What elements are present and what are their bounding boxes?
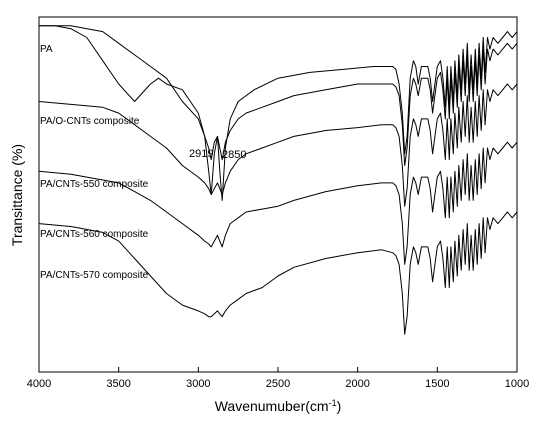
y-axis-label: Transittance (%) bbox=[9, 144, 25, 246]
series-label-1: PA bbox=[40, 44, 53, 55]
series-label-5: PA/CNTs-570 composite bbox=[40, 270, 149, 281]
x-axis-label: Wavenumuber(cm-1) bbox=[215, 398, 342, 414]
series-line-4 bbox=[38, 141, 518, 265]
x-tick-label: 2500 bbox=[266, 378, 290, 390]
x-tick-label: 3000 bbox=[186, 378, 210, 390]
series-label-2: PA/O-CNTs composite bbox=[40, 116, 140, 127]
series-line-5 bbox=[38, 211, 518, 335]
series-label-4: PA/CNTs-560 composite bbox=[40, 229, 149, 240]
x-tick-label: 1000 bbox=[505, 378, 529, 390]
series-line-3 bbox=[38, 83, 518, 207]
series-line-2 bbox=[39, 25, 518, 166]
x-tick-layer: 4000 3500 3000 2500 2000 1500 1000 bbox=[27, 367, 529, 390]
annotation-2919: 2919 bbox=[189, 148, 213, 160]
series-label-3: PA/CNTs-550 composite bbox=[40, 179, 149, 190]
x-tick-label: 2000 bbox=[345, 378, 369, 390]
series-line-1 bbox=[39, 25, 518, 201]
x-axis-label-main: Wavenumuber(cm bbox=[215, 398, 329, 414]
x-axis-label-close: ) bbox=[337, 398, 342, 414]
annotation-2850: 2850 bbox=[222, 149, 246, 161]
series-layer bbox=[38, 25, 518, 335]
x-tick-label: 3500 bbox=[106, 378, 130, 390]
series-label-layer: PA PA/O-CNTs composite PA/CNTs-550 composi… bbox=[40, 44, 149, 281]
x-axis-label-superscript: -1 bbox=[329, 398, 337, 408]
x-tick-label: 4000 bbox=[27, 378, 51, 390]
x-tick-label: 1500 bbox=[425, 378, 449, 390]
plot-frame bbox=[38, 16, 518, 373]
